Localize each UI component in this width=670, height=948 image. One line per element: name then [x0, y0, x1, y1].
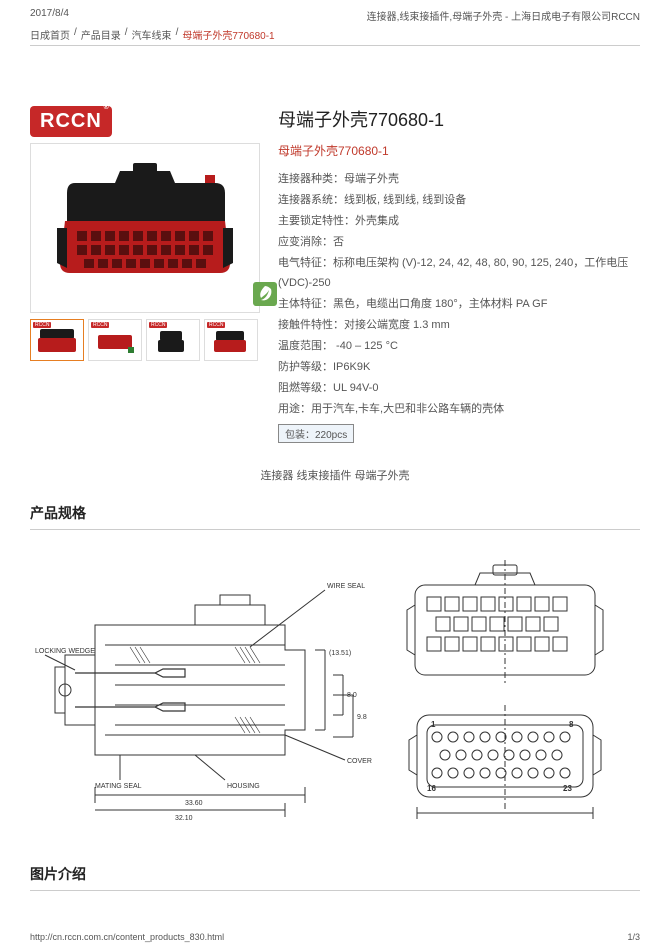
thumbnail-3[interactable]: RCCN — [146, 319, 200, 361]
product-subtitle: 母端子外壳770680-1 — [278, 142, 640, 159]
thumbnail-4[interactable]: RCCN — [204, 319, 258, 361]
svg-text:23: 23 — [563, 784, 572, 793]
page-title: 连接器,线束接插件,母端子外壳 - 上海日成电子有限公司RCCN — [367, 8, 640, 23]
spec-line: 接触件特性：对接公端宽度 1.3 mm — [278, 315, 640, 336]
spec-line: 应变消除：否 — [278, 232, 640, 253]
svg-text:8.0: 8.0 — [347, 692, 357, 699]
spec-line: 连接器种类：母端子外壳 — [278, 169, 640, 190]
svg-text:9.8: 9.8 — [357, 714, 367, 721]
breadcrumb: 日成首页/ 产品目录/ 汽车线束/ 母端子外壳770680-1 — [30, 27, 640, 46]
spec-line: 阻燃等级：UL 94V-0 — [278, 378, 640, 399]
svg-text:33.60: 33.60 — [185, 800, 203, 807]
brand-logo: RCCN — [30, 106, 112, 137]
product-main-image[interactable] — [30, 143, 260, 313]
spec-line: 主要锁定特性：外壳集成 — [278, 211, 640, 232]
thumbnail-1[interactable]: RCCN — [30, 319, 84, 361]
svg-text:LOCKING WEDGE: LOCKING WEDGE — [35, 648, 95, 655]
section-gallery-title: 图片介绍 — [30, 864, 640, 891]
spec-line: 用途：用于汽车,卡车,大巴和非公路车辆的壳体 — [278, 399, 640, 420]
section-spec-title: 产品规格 — [30, 503, 640, 530]
svg-text:16: 16 — [427, 784, 436, 793]
connector-illustration — [45, 153, 245, 303]
svg-text:MATING SEAL: MATING SEAL — [95, 783, 142, 790]
svg-text:(13.51): (13.51) — [329, 650, 351, 657]
svg-text:COVER: COVER — [347, 758, 372, 765]
spec-line: 防护等级：IP6K9K — [278, 357, 640, 378]
spec-line: 主体特征：黑色，电缆出口角度 180°，主体材料 PA GF — [278, 294, 640, 315]
breadcrumb-catalog[interactable]: 产品目录 — [81, 27, 121, 42]
tag-row: 连接器 线束接插件 母端子外壳 — [30, 467, 640, 483]
svg-text:8: 8 — [569, 720, 574, 729]
print-date: 2017/8/4 — [30, 8, 69, 23]
svg-text:32.10: 32.10 — [175, 815, 193, 822]
breadcrumb-current: 母端子外壳770680-1 — [182, 27, 274, 42]
thumbnail-2[interactable]: RCCN — [88, 319, 142, 361]
spec-line: 温度范围： -40 – 125 °C — [278, 336, 640, 357]
spec-line: 电气特征：标称电压架构 (V)-12, 24, 42, 48, 80, 90, … — [278, 253, 640, 295]
svg-text:1: 1 — [431, 720, 436, 729]
breadcrumb-home[interactable]: 日成首页 — [30, 27, 70, 42]
package-info: 包装：220pcs — [278, 424, 354, 443]
footer-url: http://cn.rccn.com.cn/content_products_8… — [30, 932, 224, 942]
technical-drawing: WIRE SEAL LOCKING WEDGE MATING SEAL HOUS… — [30, 550, 640, 840]
thumbnail-row: RCCN RCCN RCCN — [30, 319, 260, 361]
spec-line: 连接器系统：线到板, 线到线, 线到设备 — [278, 190, 640, 211]
svg-text:HOUSING: HOUSING — [227, 783, 260, 790]
footer-page: 1/3 — [627, 932, 640, 942]
eco-badge-icon — [253, 282, 277, 306]
svg-text:WIRE SEAL: WIRE SEAL — [327, 583, 365, 590]
breadcrumb-category[interactable]: 汽车线束 — [132, 27, 172, 42]
product-title: 母端子外壳770680-1 — [278, 106, 640, 132]
